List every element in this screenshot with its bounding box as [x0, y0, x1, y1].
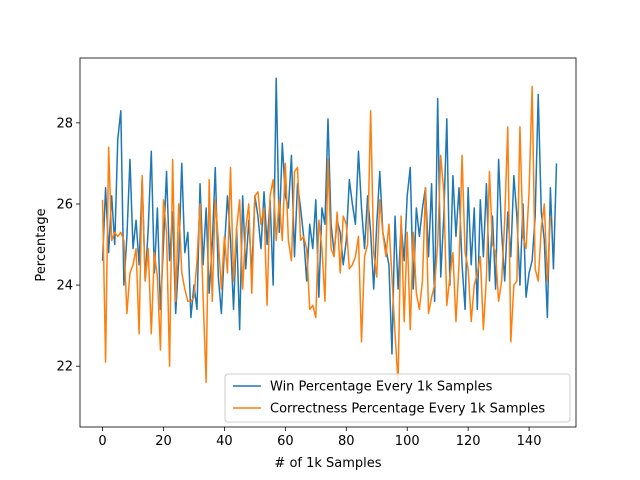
legend: Win Percentage Every 1k Samples Correctne…	[224, 373, 571, 423]
x-tick-label: 40	[216, 434, 233, 449]
legend-label: Correctness Percentage Every 1k Samples	[270, 402, 545, 417]
y-axis-label: Percentage	[34, 208, 49, 281]
x-axis-label: # of 1k Samples	[274, 456, 381, 471]
y-tick-label: 24	[56, 279, 73, 294]
y-tick-label: 26	[56, 197, 73, 212]
y-tick-label: 22	[56, 360, 73, 375]
series-line-correctness-percentage	[101, 85, 552, 384]
axes-frame	[79, 57, 577, 428]
x-tick-label: 140	[517, 434, 542, 449]
x-tick-label: 120	[456, 434, 481, 449]
x-tick-label: 100	[395, 434, 420, 449]
axes: 0 20 40 60 80 100 120 140 22 24 26 28	[56, 57, 577, 449]
x-tick-label: 80	[338, 434, 355, 449]
series-line-win-percentage	[101, 77, 558, 355]
x-tick-label: 60	[277, 434, 294, 449]
x-tick-label: 0	[98, 434, 106, 449]
legend-label: Win Percentage Every 1k Samples	[270, 380, 493, 395]
plot-area	[101, 77, 558, 384]
legend-box	[224, 373, 571, 423]
x-tick-label: 20	[155, 434, 172, 449]
y-tick-label: 28	[56, 116, 73, 131]
